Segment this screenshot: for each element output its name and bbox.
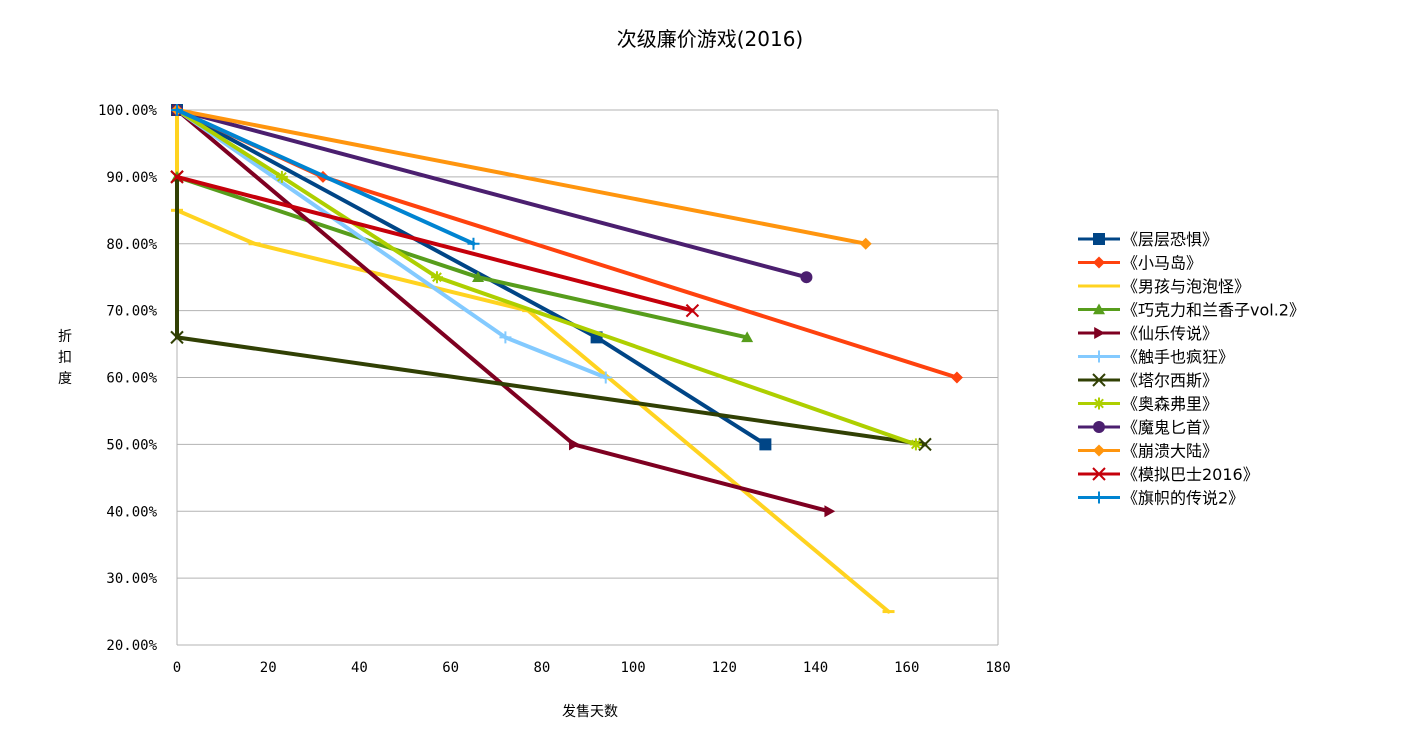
data-point — [569, 438, 580, 451]
series-line — [175, 108, 918, 447]
y-tick-label: 60.00% — [106, 371, 157, 387]
y-tick-label: 50.00% — [106, 437, 157, 453]
y-tick-label: 20.00% — [106, 638, 157, 654]
legend: 《层层恐惧》《小马岛》《男孩与泡泡怪》《巧克力和兰香子vol.2》《仙乐传说》《… — [1078, 230, 1305, 508]
y-tick-label: 40.00% — [106, 504, 157, 520]
data-point — [1093, 233, 1105, 245]
tick-labels: 20.00% 30.00% 40.00% 50.00% 60.00% 70.00% 80.0… — [98, 103, 1011, 676]
x-tick-label: 60 — [442, 660, 459, 676]
legend-label: 《魔鬼匕首》 — [1122, 418, 1218, 437]
data-point — [918, 437, 932, 452]
data-point — [1093, 350, 1105, 363]
data-point — [499, 331, 512, 344]
data-point — [800, 271, 813, 284]
x-tick-label: 0 — [173, 660, 181, 676]
legend-label: 《小马岛》 — [1122, 254, 1202, 273]
data-point — [741, 331, 754, 343]
series-lines — [170, 104, 963, 614]
data-point — [467, 237, 480, 250]
legend-entry: 《崩溃大陆》 — [1078, 442, 1218, 461]
y-axis-title-char: 折 — [58, 329, 72, 345]
data-point — [275, 170, 288, 183]
x-tick-label: 180 — [985, 660, 1010, 676]
legend-label: 《层层恐惧》 — [1122, 230, 1218, 249]
series-line — [175, 174, 695, 313]
data-point — [430, 271, 443, 284]
legend-entry: 《奥森弗里》 — [1078, 395, 1218, 414]
x-tick-label: 140 — [803, 660, 828, 676]
data-point — [1092, 467, 1106, 481]
legend-label: 《触手也疯狂》 — [1122, 348, 1234, 367]
legend-label: 《男孩与泡泡怪》 — [1122, 277, 1250, 296]
y-axis-title-char: 扣 — [58, 350, 72, 366]
data-point — [1093, 397, 1105, 410]
legend-entry: 《模拟巴士2016》 — [1078, 465, 1259, 484]
data-point — [759, 438, 772, 451]
legend-label: 《仙乐传说》 — [1122, 324, 1218, 343]
x-tick-label: 160 — [894, 660, 919, 676]
x-tick-label: 120 — [712, 660, 737, 676]
x-tick-label: 100 — [620, 660, 645, 676]
legend-entry: 《仙乐传说》 — [1078, 324, 1218, 343]
legend-label: 《崩溃大陆》 — [1122, 442, 1218, 461]
x-tick-label: 80 — [533, 660, 550, 676]
chart-title: 次级廉价游戏(2016) — [617, 27, 804, 51]
legend-entry: 《旗帜的传说2》 — [1078, 489, 1244, 508]
data-point — [1093, 256, 1105, 269]
data-point — [170, 330, 184, 345]
data-point — [1093, 444, 1105, 457]
series — [170, 170, 932, 452]
legend-label: 《模拟巴士2016》 — [1122, 465, 1259, 484]
legend-label: 《巧克力和兰香子vol.2》 — [1122, 301, 1305, 320]
y-axis-title-char: 度 — [58, 371, 72, 387]
y-tick-label: 80.00% — [106, 237, 157, 253]
legend-label: 《旗帜的传说2》 — [1122, 489, 1244, 508]
legend-entry: 《男孩与泡泡怪》 — [1078, 277, 1250, 296]
y-tick-label: 100.00% — [98, 103, 158, 119]
legend-label: 《塔尔西斯》 — [1122, 371, 1218, 390]
data-point — [1092, 373, 1106, 387]
x-tick-label: 20 — [260, 660, 277, 676]
legend-entry: 《塔尔西斯》 — [1078, 371, 1218, 390]
series-line — [175, 108, 476, 246]
data-point — [599, 371, 612, 384]
y-tick-label: 70.00% — [106, 304, 157, 320]
series — [171, 104, 480, 250]
data-point — [1093, 303, 1105, 315]
data-point — [909, 438, 922, 451]
data-point — [1093, 491, 1105, 504]
y-tick-label: 90.00% — [106, 170, 157, 186]
data-point — [1093, 421, 1105, 433]
series-line — [175, 108, 809, 280]
data-point — [1094, 327, 1105, 339]
series-line — [175, 108, 868, 246]
x-axis-title: 发售天数 — [562, 704, 618, 720]
legend-entry: 《魔鬼匕首》 — [1078, 418, 1218, 437]
legend-entry: 《层层恐惧》 — [1078, 230, 1218, 249]
data-point — [824, 505, 836, 518]
legend-entry: 《小马岛》 — [1078, 254, 1202, 273]
data-point — [685, 303, 700, 318]
legend-label: 《奥森弗里》 — [1122, 395, 1218, 414]
series — [170, 170, 700, 318]
data-point — [950, 371, 963, 384]
data-point — [170, 170, 184, 184]
y-tick-label: 30.00% — [106, 571, 157, 587]
y-axis-title: 折扣度 — [58, 329, 72, 387]
legend-entry: 《巧克力和兰香子vol.2》 — [1078, 301, 1305, 320]
legend-entry: 《触手也疯狂》 — [1078, 348, 1234, 367]
data-point — [472, 271, 485, 282]
data-point — [171, 104, 183, 116]
x-tick-label: 40 — [351, 660, 368, 676]
data-point — [859, 237, 872, 250]
